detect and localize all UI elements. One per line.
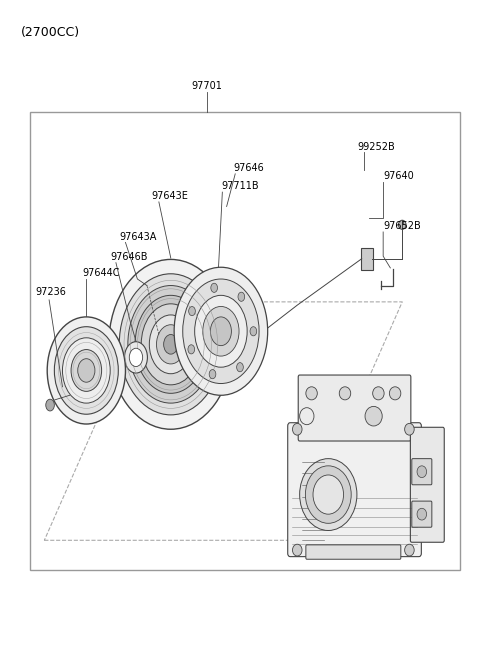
Ellipse shape [109,259,233,429]
Text: 97643A: 97643A [120,232,157,242]
Ellipse shape [417,466,427,478]
Ellipse shape [389,387,401,400]
Ellipse shape [211,283,217,293]
Ellipse shape [135,295,206,394]
Ellipse shape [47,317,125,424]
FancyBboxPatch shape [361,248,372,270]
Ellipse shape [313,475,344,514]
Ellipse shape [128,285,214,403]
Ellipse shape [292,423,302,435]
Ellipse shape [405,544,414,556]
Ellipse shape [398,220,406,230]
Ellipse shape [339,387,351,400]
Ellipse shape [405,423,414,435]
Text: (2700CC): (2700CC) [21,26,80,39]
Ellipse shape [62,338,110,403]
FancyBboxPatch shape [412,501,432,527]
Text: 97701: 97701 [191,81,222,91]
Ellipse shape [156,325,185,364]
Ellipse shape [54,327,118,414]
Ellipse shape [237,363,243,372]
Ellipse shape [195,295,247,367]
FancyBboxPatch shape [306,545,401,560]
Ellipse shape [124,342,147,373]
Ellipse shape [209,369,216,379]
Text: 97646B: 97646B [110,252,148,262]
Ellipse shape [141,304,200,385]
Ellipse shape [183,279,259,384]
Ellipse shape [203,306,239,356]
Ellipse shape [129,348,143,367]
Ellipse shape [300,459,357,531]
Ellipse shape [119,274,222,415]
FancyBboxPatch shape [412,459,432,485]
FancyBboxPatch shape [288,422,421,557]
Ellipse shape [250,327,257,336]
Ellipse shape [46,400,54,411]
Ellipse shape [372,387,384,400]
Text: 97646: 97646 [234,163,264,173]
Ellipse shape [78,359,95,382]
Text: 97652B: 97652B [383,221,421,232]
Text: 97644C: 97644C [83,268,120,278]
Bar [30,112,459,569]
Ellipse shape [306,387,317,400]
Text: 97711B: 97711B [221,182,259,192]
Ellipse shape [164,335,178,354]
Text: 97640: 97640 [383,171,414,181]
Ellipse shape [365,406,382,426]
Ellipse shape [71,350,102,392]
Ellipse shape [305,466,351,523]
Ellipse shape [417,508,427,520]
Ellipse shape [189,306,195,316]
Ellipse shape [292,544,302,556]
Text: 99252B: 99252B [357,142,395,152]
Ellipse shape [174,267,268,396]
Text: 97643E: 97643E [152,192,189,201]
Text: 97236: 97236 [36,287,67,297]
Ellipse shape [238,292,245,301]
Ellipse shape [149,315,192,374]
FancyBboxPatch shape [410,427,444,543]
Ellipse shape [188,345,194,354]
FancyBboxPatch shape [298,375,411,441]
Ellipse shape [210,317,231,346]
